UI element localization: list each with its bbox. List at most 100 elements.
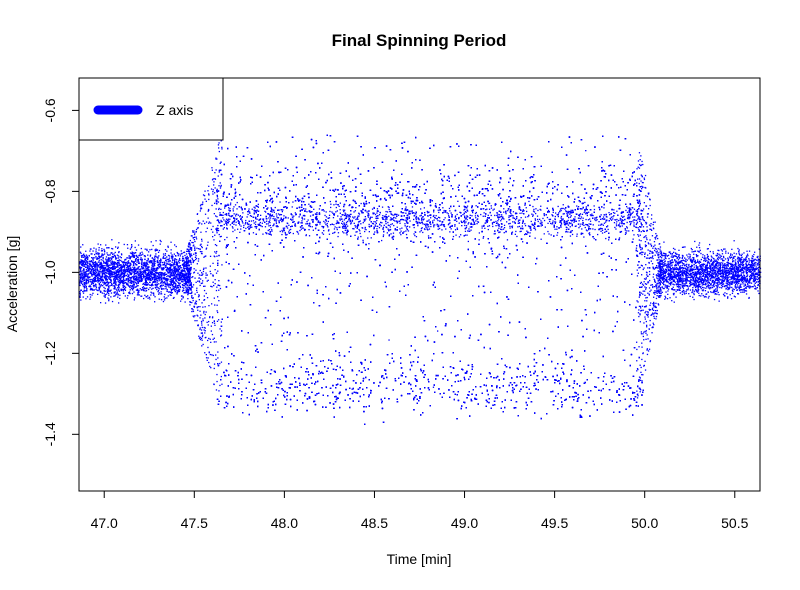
- data-point: [726, 267, 728, 269]
- data-point: [116, 291, 118, 293]
- data-point: [730, 283, 732, 285]
- data-point: [79, 295, 81, 297]
- data-point: [100, 302, 102, 304]
- data-point: [190, 255, 192, 257]
- data-point: [120, 269, 122, 271]
- data-point: [669, 261, 671, 263]
- data-point: [740, 257, 743, 259]
- data-point: [123, 281, 125, 283]
- data-point: [162, 257, 164, 259]
- data-point: [82, 277, 84, 279]
- data-point: [92, 269, 94, 272]
- data-point: [732, 272, 734, 274]
- data-point: [113, 282, 116, 284]
- data-point: [105, 274, 107, 277]
- data-point: [108, 276, 110, 278]
- data-point: [683, 263, 685, 265]
- data-point: [737, 267, 739, 269]
- data-point: [712, 252, 715, 255]
- data-point: [696, 280, 698, 282]
- data-point: [153, 275, 156, 277]
- data-point: [753, 284, 755, 286]
- data-point: [700, 282, 702, 284]
- data-point: [109, 278, 111, 280]
- data-point: [117, 284, 120, 286]
- data-point: [104, 282, 107, 284]
- data-point: [196, 291, 198, 293]
- data-point: [692, 272, 695, 274]
- data-point: [105, 256, 108, 258]
- data-point: [98, 284, 101, 286]
- data-point: [85, 258, 87, 260]
- data-point: [672, 277, 674, 279]
- data-point: [180, 250, 182, 252]
- data-point: [117, 269, 120, 271]
- data-point: [746, 275, 748, 277]
- data-point: [118, 274, 120, 276]
- data-point: [187, 262, 189, 265]
- data-point: [96, 276, 99, 279]
- data-point: [658, 274, 660, 276]
- data-point: [169, 280, 171, 282]
- data-point: [733, 282, 735, 284]
- data-point: [108, 254, 110, 256]
- data-point: [123, 275, 125, 277]
- data-point: [733, 276, 735, 279]
- data-point: [661, 260, 663, 262]
- data-point: [743, 285, 745, 287]
- data-point: [691, 259, 693, 261]
- data-point: [108, 286, 110, 288]
- data-point: [205, 248, 207, 250]
- data-point: [173, 296, 175, 299]
- data-point: [694, 240, 696, 243]
- data-point: [750, 266, 752, 268]
- data-point: [97, 281, 99, 283]
- data-point: [185, 291, 188, 293]
- data-point: [162, 272, 164, 274]
- data-point: [174, 265, 176, 268]
- data-point: [103, 281, 106, 283]
- data-point: [90, 283, 93, 285]
- data-point: [697, 266, 699, 268]
- data-point: [91, 288, 93, 290]
- data-point: [663, 280, 665, 282]
- data-point: [169, 275, 171, 277]
- data-point: [749, 282, 751, 284]
- data-point: [118, 281, 120, 284]
- data-point: [137, 291, 139, 293]
- data-point: [743, 288, 745, 290]
- data-point: [748, 297, 750, 299]
- data-point: [659, 270, 662, 272]
- data-point: [172, 265, 174, 267]
- data-point: [120, 257, 122, 259]
- data-point: [97, 243, 99, 245]
- data-point: [79, 294, 81, 296]
- data-point: [112, 285, 114, 287]
- data-point: [119, 276, 121, 278]
- data-point: [725, 266, 728, 268]
- data-point: [728, 273, 730, 275]
- data-point: [749, 269, 751, 271]
- data-point: [748, 261, 750, 263]
- data-point: [738, 260, 741, 262]
- data-point: [743, 268, 746, 270]
- data-point: [181, 278, 183, 281]
- data-point: [116, 278, 118, 280]
- data-point: [98, 286, 100, 289]
- data-point: [663, 265, 665, 267]
- data-point: [679, 278, 682, 280]
- data-point: [214, 279, 216, 281]
- data-point: [715, 263, 717, 265]
- data-point: [107, 262, 109, 264]
- data-point: [188, 289, 190, 292]
- data-point: [157, 261, 159, 264]
- data-point: [169, 278, 171, 281]
- data-point: [101, 292, 103, 294]
- data-point: [149, 262, 151, 264]
- data-point: [183, 259, 185, 262]
- data-point: [89, 263, 91, 265]
- data-point: [93, 247, 95, 249]
- data-point: [708, 267, 710, 269]
- data-point: [112, 248, 114, 250]
- data-point: [719, 273, 722, 275]
